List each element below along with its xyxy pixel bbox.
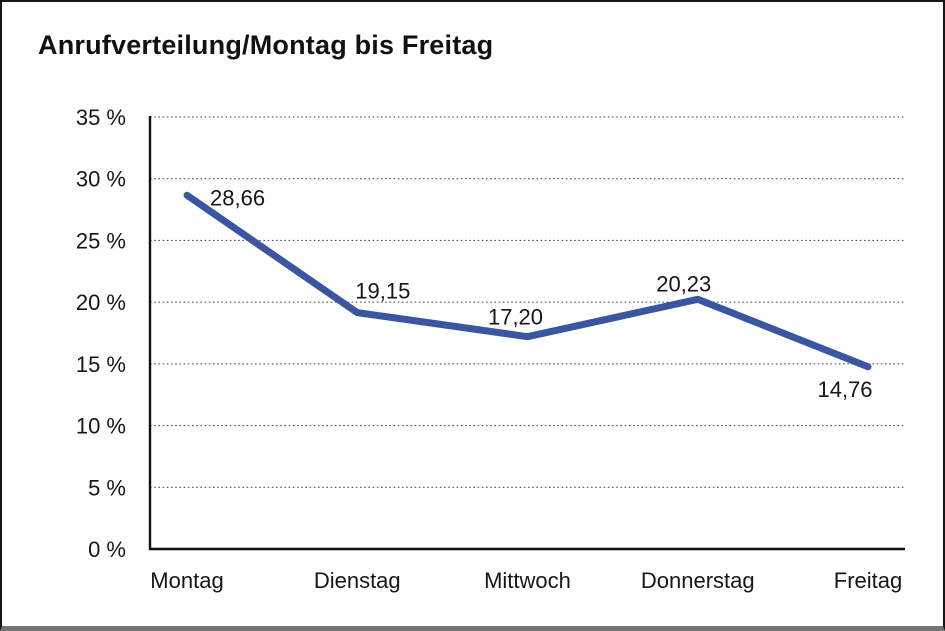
- y-tick-label: 25 %: [76, 228, 126, 253]
- chart-title: Anrufverteilung/Montag bis Freitag: [38, 30, 494, 60]
- x-category-label: Dienstag: [314, 568, 401, 593]
- x-category-label: Donnerstag: [641, 568, 755, 593]
- y-tick-label: 0 %: [88, 537, 126, 562]
- y-tick-label: 20 %: [76, 290, 126, 315]
- data-point-label: 19,15: [355, 279, 410, 304]
- data-line: [183, 191, 872, 371]
- data-point-label: 17,20: [488, 305, 543, 330]
- x-category-label: Montag: [150, 568, 223, 593]
- y-tick-label: 10 %: [76, 414, 126, 439]
- x-category-label: Mittwoch: [484, 568, 571, 593]
- data-point-label: 28,66: [210, 185, 265, 210]
- x-category-label: Freitag: [834, 568, 902, 593]
- data-point-label: 14,76: [817, 377, 872, 402]
- y-tick-label: 5 %: [88, 475, 126, 500]
- data-point-label: 20,23: [656, 271, 711, 296]
- y-tick-label: 30 %: [76, 167, 126, 192]
- y-tick-label: 15 %: [76, 352, 126, 377]
- y-tick-label: 35 %: [76, 105, 126, 130]
